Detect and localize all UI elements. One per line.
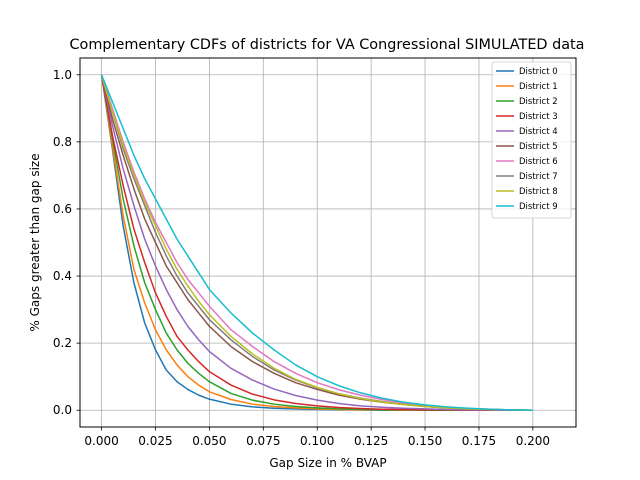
plot-frame <box>79 57 577 428</box>
legend-label: District 9 <box>519 202 558 212</box>
legend-label: District 7 <box>519 172 558 182</box>
y-tick-label: 0.4 <box>53 269 72 283</box>
legend-label: District 3 <box>519 112 558 122</box>
x-tick-label: 0.175 <box>462 434 496 448</box>
legend-label: District 4 <box>519 127 558 137</box>
legend-label: District 2 <box>519 97 558 107</box>
chart-title: Complementary CDFs of districts for VA C… <box>70 37 585 53</box>
x-axis-ticks: 0.000 0.025 0.050 0.075 0.100 0.125 0.150 0.175… <box>84 427 550 448</box>
x-tick-label: 0.000 <box>84 434 118 448</box>
y-axis-ticks: 0.0 0.2 0.4 0.6 0.8 1.0 <box>53 68 80 417</box>
x-tick-label: 0.050 <box>192 434 226 448</box>
legend: District 0 District 1 District 2 District 3… <box>491 61 572 219</box>
series-line-district-8 <box>100 74 533 411</box>
y-tick-label: 0.8 <box>53 135 72 149</box>
y-tick-label: 0.6 <box>53 202 72 216</box>
legend-label: District 5 <box>519 142 558 152</box>
x-tick-label: 0.150 <box>408 434 442 448</box>
series-line-district-4 <box>100 74 533 411</box>
series-line-district-9 <box>100 74 533 411</box>
legend-label: District 8 <box>519 187 558 197</box>
x-tick-label: 0.075 <box>246 434 280 448</box>
series-lines <box>100 74 533 411</box>
x-axis-label: Gap Size in % BVAP <box>269 456 386 470</box>
y-axis-label: % Gaps greater than gap size <box>28 153 42 331</box>
y-tick-label: 0.0 <box>53 403 72 417</box>
legend-label: District 6 <box>519 157 558 167</box>
x-tick-label: 0.100 <box>300 434 334 448</box>
x-tick-label: 0.125 <box>354 434 388 448</box>
legend-label: District 0 <box>519 67 558 77</box>
x-tick-label: 0.200 <box>516 434 550 448</box>
legend-label: District 1 <box>519 82 558 92</box>
y-tick-label: 0.2 <box>53 336 72 350</box>
y-tick-label: 1.0 <box>53 68 72 82</box>
x-tick-label: 0.025 <box>138 434 172 448</box>
